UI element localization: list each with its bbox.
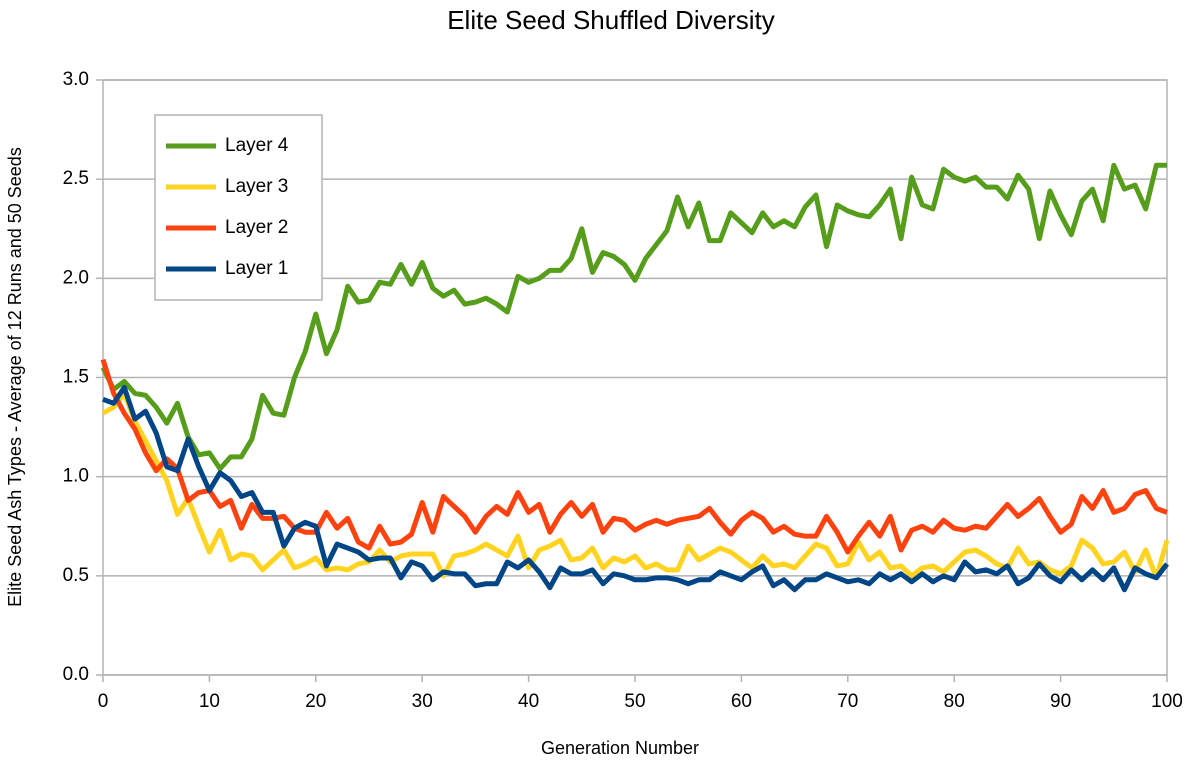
y-tick-label: 3.0 (63, 69, 89, 90)
x-tick-label: 30 (412, 691, 433, 712)
chart-title: Elite Seed Shuffled Diversity (447, 5, 775, 35)
x-tick-label: 50 (624, 691, 645, 712)
x-tick-label: 80 (944, 691, 965, 712)
series-line (102, 384, 1169, 593)
y-tick-label: 2.5 (63, 168, 89, 189)
y-tick-label: 1.5 (63, 367, 89, 388)
x-axis-label: Generation Number (541, 738, 699, 758)
y-axis-label: Elite Seed Ash Types - Average of 12 Run… (5, 147, 25, 607)
legend-label: Layer 2 (225, 217, 288, 238)
x-tick-label: 10 (199, 691, 220, 712)
legend-label: Layer 1 (225, 258, 288, 279)
x-tick-label: 0 (98, 691, 109, 712)
y-tick-label: 0.0 (63, 664, 89, 685)
legend-label: Layer 3 (225, 176, 288, 197)
plot-border (102, 79, 1168, 676)
legend-label: Layer 4 (225, 135, 289, 156)
y-tick-label: 2.0 (63, 267, 89, 288)
y-tick-label: 0.5 (63, 565, 89, 586)
x-tick-label: 60 (731, 691, 752, 712)
x-tick-label: 90 (1050, 691, 1071, 712)
x-tick-label: 70 (837, 691, 858, 712)
x-tick-label: 20 (305, 691, 326, 712)
x-tick-label: 40 (518, 691, 539, 712)
series-line (100, 358, 1168, 555)
series-line (101, 390, 1170, 581)
x-tick-label: 100 (1151, 691, 1183, 712)
series-line (100, 162, 1167, 472)
y-tick-label: 1.0 (63, 466, 89, 487)
